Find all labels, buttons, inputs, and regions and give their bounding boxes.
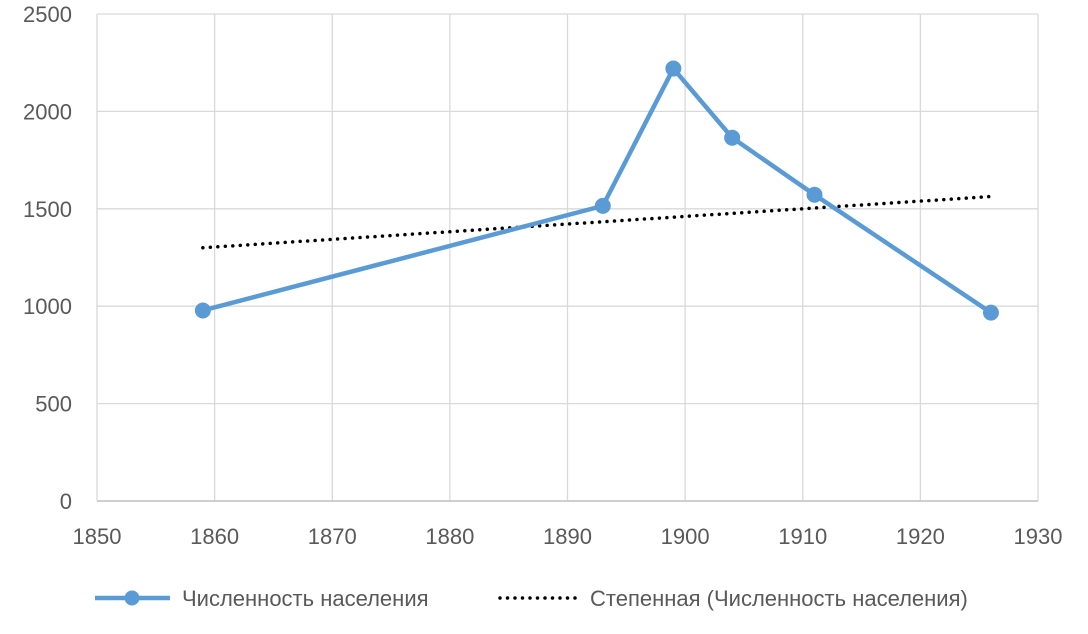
x-tick-label: 1930 xyxy=(1014,524,1063,549)
data-point xyxy=(665,60,682,77)
legend: Численность населения Степенная (Численно… xyxy=(95,586,968,611)
legend-label-population: Численность населения xyxy=(182,586,429,611)
y-tick-label: 2500 xyxy=(23,2,72,27)
data-point xyxy=(806,186,823,203)
series-line xyxy=(200,66,994,315)
legend-label-trendline: Степенная (Численность населения) xyxy=(590,586,968,611)
data-point xyxy=(594,197,611,214)
data-point xyxy=(194,302,211,319)
data-point xyxy=(982,304,999,321)
x-tick-label: 1920 xyxy=(896,524,945,549)
y-axis-tick-labels: 0 500 1000 1500 2000 2500 xyxy=(23,2,72,514)
x-tick-label: 1880 xyxy=(425,524,474,549)
x-tick-label: 1890 xyxy=(543,524,592,549)
population-series xyxy=(194,60,999,321)
y-tick-label: 1000 xyxy=(23,294,72,319)
x-tick-label: 1900 xyxy=(661,524,710,549)
axes xyxy=(96,14,1038,502)
x-tick-label: 1870 xyxy=(308,524,357,549)
y-tick-label: 2000 xyxy=(23,99,72,124)
x-tick-label: 1860 xyxy=(190,524,239,549)
y-tick-label: 1500 xyxy=(23,197,72,222)
legend-marker-swatch xyxy=(124,590,140,606)
data-point xyxy=(724,129,741,146)
y-tick-label: 0 xyxy=(60,489,72,514)
x-tick-label: 1850 xyxy=(73,524,122,549)
x-axis-tick-labels: 1850 1860 1870 1880 1890 1900 1910 1920 1930 xyxy=(73,524,1063,549)
y-tick-label: 500 xyxy=(35,392,72,417)
x-tick-label: 1910 xyxy=(778,524,827,549)
gridlines xyxy=(97,13,1039,501)
